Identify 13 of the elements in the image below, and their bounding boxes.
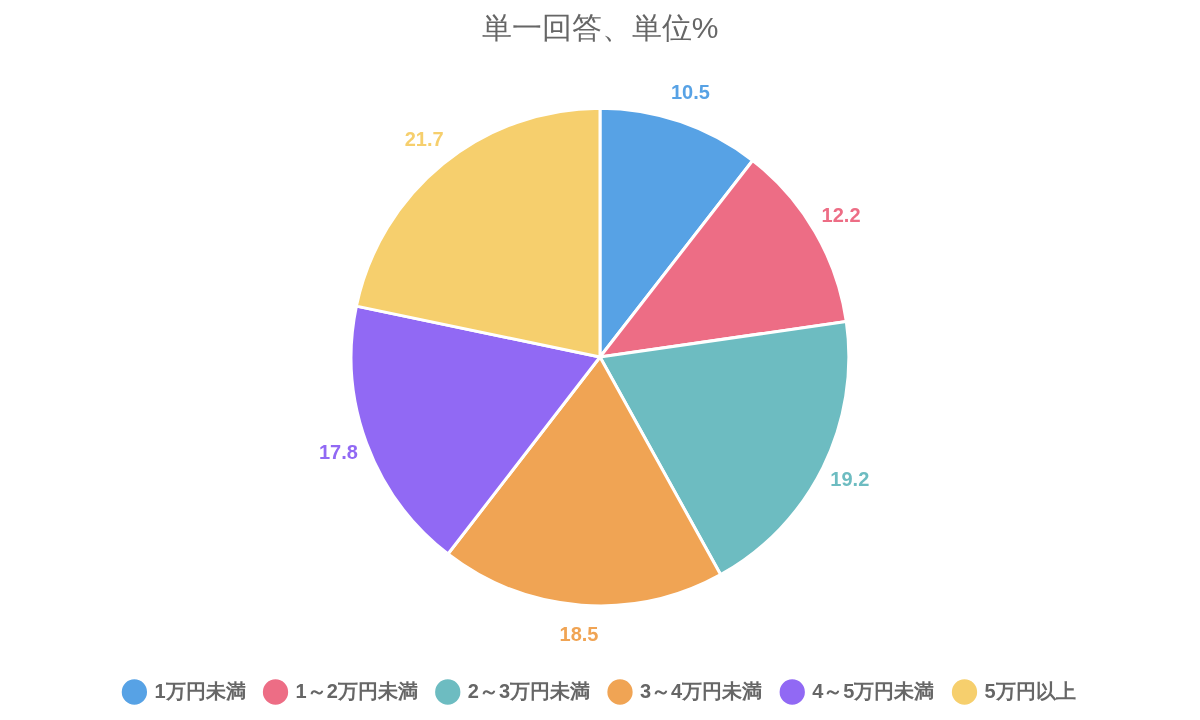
chart-subtitle: 単一回答、単位% <box>481 11 719 45</box>
legend-label: 3～4万円未満 <box>640 679 763 702</box>
data-label: 10.5 <box>670 80 710 103</box>
legend-label: 5万円以上 <box>984 679 1076 702</box>
data-label: 19.2 <box>830 468 870 491</box>
data-label: 21.7 <box>404 128 444 151</box>
legend-label: 2～3万円未満 <box>467 679 590 702</box>
legend-label: 4～5万円未満 <box>812 679 935 702</box>
data-label: 17.8 <box>318 441 358 464</box>
legend-label: 1万円未満 <box>154 679 246 702</box>
data-label: 12.2 <box>821 204 861 227</box>
legend-label: 1～2万円未満 <box>295 679 418 702</box>
data-label: 18.5 <box>559 622 599 645</box>
